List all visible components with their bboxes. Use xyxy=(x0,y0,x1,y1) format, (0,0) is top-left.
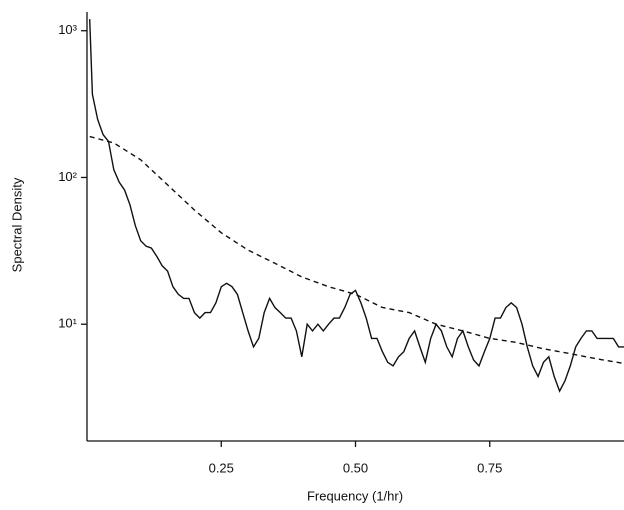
y-tick-label: 10² xyxy=(58,169,77,184)
y-axis-label: Spectral Density xyxy=(9,177,24,272)
y-tick-label: 10¹ xyxy=(58,316,77,331)
x-tick-label: 0.75 xyxy=(477,460,502,475)
dashed-line xyxy=(89,135,624,365)
x-tick-label: 0.50 xyxy=(343,460,368,475)
x-tick-label: 0.25 xyxy=(209,460,234,475)
x-axis-label: Frequency (1/hr) xyxy=(307,488,403,503)
y-tick-label: 10³ xyxy=(58,22,77,37)
spectrum-line xyxy=(89,19,624,393)
